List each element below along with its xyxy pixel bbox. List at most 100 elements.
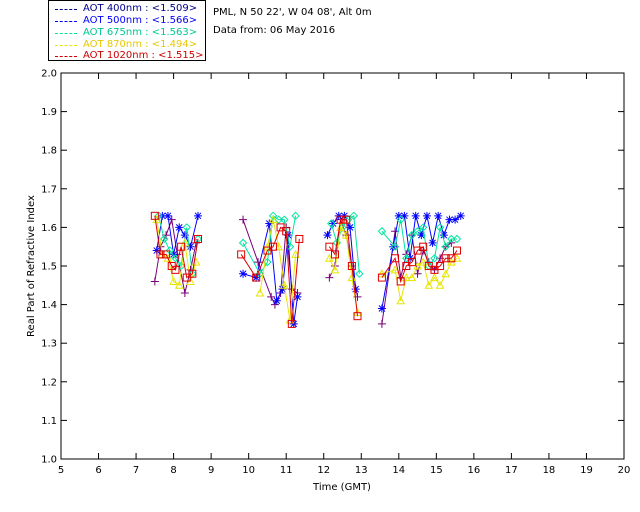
legend-line-500nm [55, 21, 77, 22]
y-axis-label: Real Part of Refractive Index [26, 195, 37, 337]
data-point [180, 231, 189, 240]
data-point [396, 296, 406, 305]
data-point [417, 231, 426, 240]
series-0 [150, 215, 456, 328]
data-point [237, 250, 246, 259]
site-location: PML, N 50 22', W 04 08', Alt 0m [213, 7, 372, 18]
data-point [287, 319, 296, 328]
data-point [279, 280, 289, 289]
data-point [254, 258, 263, 267]
data-point [441, 254, 450, 263]
data-point [377, 273, 386, 282]
x-tick-label: 8 [170, 465, 176, 476]
series-4 [150, 211, 461, 328]
data-point [336, 222, 345, 231]
data-point [351, 285, 360, 294]
data-point [278, 285, 287, 294]
data-point [193, 211, 202, 220]
data-point [295, 234, 304, 243]
data-point [238, 238, 248, 248]
data-point [239, 269, 248, 278]
data-date: Data from: 06 May 2016 [213, 25, 336, 36]
data-point [167, 215, 176, 224]
data-point [171, 265, 180, 274]
data-point [422, 211, 431, 220]
data-point [400, 211, 409, 220]
data-point [407, 258, 416, 267]
data-point [419, 242, 428, 251]
data-point [401, 273, 411, 282]
data-point [193, 234, 202, 243]
data-point [434, 211, 443, 220]
data-point [163, 211, 172, 220]
x-tick-label: 15 [430, 465, 443, 476]
data-point [186, 242, 195, 251]
legend-line-400nm [55, 9, 77, 10]
data-point [255, 288, 265, 297]
x-tick-label: 14 [392, 465, 405, 476]
x-tick-label: 6 [95, 465, 101, 476]
x-axis-label: Time (GMT) [312, 482, 371, 493]
y-tick-label: 1.3 [41, 339, 57, 350]
data-point [177, 242, 186, 251]
data-point [402, 254, 411, 263]
y-tick-label: 1.0 [41, 455, 57, 466]
data-point [377, 227, 387, 236]
data-point [329, 219, 338, 228]
data-point [282, 227, 291, 236]
data-point [407, 273, 417, 282]
y-tick-label: 1.4 [41, 300, 57, 311]
data-point [169, 276, 178, 285]
x-tick-label: 19 [580, 465, 593, 476]
legend-entry-1020nm: AOT 1020nm : <1.515> [51, 50, 205, 62]
data-point [150, 277, 159, 286]
data-point [182, 223, 191, 232]
data-point [413, 227, 422, 236]
x-tick-label: 10 [242, 465, 255, 476]
data-point [285, 242, 295, 251]
data-point [418, 223, 428, 232]
legend-line-675nm [55, 33, 77, 34]
data-point [396, 215, 405, 224]
legend-label-675nm: AOT 675nm : <1.563> [83, 27, 198, 38]
data-point [411, 211, 420, 220]
x-tick-label: 20 [618, 465, 631, 476]
data-point [268, 211, 278, 221]
series-line [381, 245, 458, 284]
data-point [169, 250, 178, 259]
data-point [150, 211, 159, 220]
series-line [240, 226, 300, 324]
data-point [391, 254, 400, 263]
legend-entry-675nm: AOT 675nm : <1.563> [51, 27, 205, 39]
data-point [445, 215, 454, 224]
data-point [239, 215, 248, 224]
data-point [451, 215, 460, 224]
data-point [291, 249, 300, 258]
y-tick-label: 1.2 [41, 377, 57, 388]
x-tick-label: 11 [280, 465, 293, 476]
x-tick-label: 7 [133, 465, 139, 476]
data-point [441, 269, 451, 278]
series-line [381, 231, 452, 324]
data-point [407, 230, 417, 240]
y-tick-label: 1.5 [41, 262, 57, 273]
legend-entry-870nm: AOT 870nm : <1.494> [51, 39, 205, 51]
legend-line-870nm [55, 45, 77, 46]
data-point [452, 234, 462, 244]
data-point [174, 280, 184, 289]
data-point [171, 254, 180, 263]
y-tick-label: 1.1 [41, 416, 57, 427]
data-point [447, 254, 456, 263]
data-point [346, 223, 355, 232]
data-point [396, 277, 405, 286]
legend-entry-400nm: AOT 400nm : <1.509> [51, 3, 205, 15]
data-point [265, 219, 274, 228]
data-point [456, 211, 465, 220]
data-point [435, 280, 445, 289]
data-point [323, 231, 332, 240]
data-point [424, 280, 434, 289]
legend-label-1020nm: AOT 1020nm : <1.515> [83, 50, 204, 61]
y-tick-label: 1.7 [41, 184, 57, 195]
data-point [162, 250, 171, 259]
